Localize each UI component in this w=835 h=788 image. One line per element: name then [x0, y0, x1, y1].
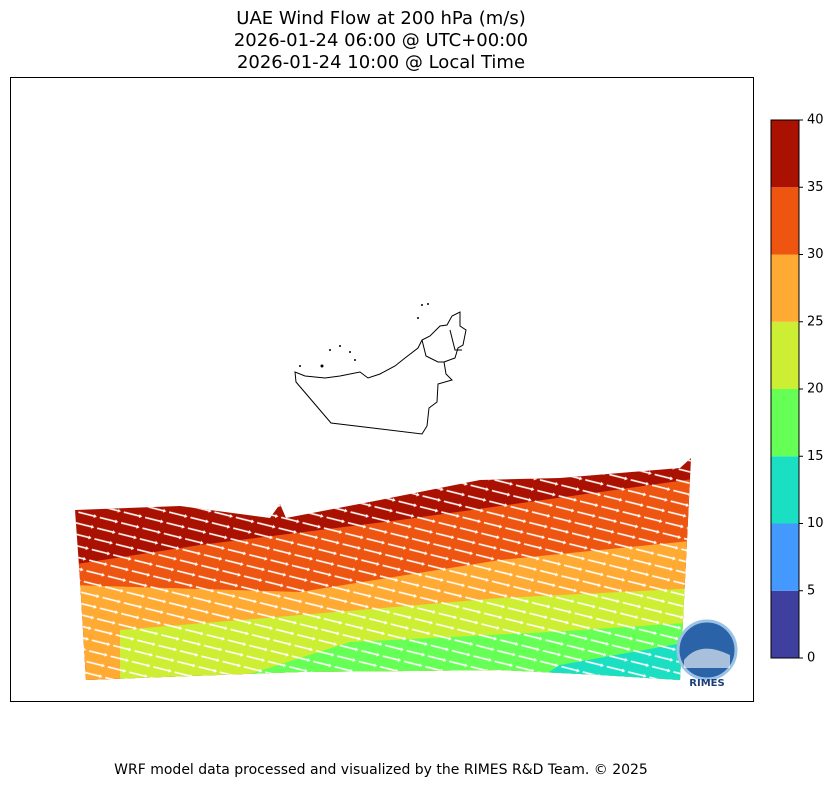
colorbar-segment: [771, 523, 799, 591]
islands: [299, 303, 429, 368]
colorbar-segment: [771, 389, 799, 457]
title-line: UAE Wind Flow at 200 hPa (m/s): [236, 8, 525, 29]
colorbar-segment: [771, 456, 799, 524]
colorbar-segment: [771, 590, 799, 658]
title-line: 2026-01-24 10:00 @ Local Time: [237, 52, 525, 73]
colorbar-segment: [771, 187, 799, 255]
colorbar-tick-label: 15: [807, 449, 824, 464]
footer: WRF model data processed and visualized …: [114, 762, 648, 778]
colorbar: 0 5 10 15 20 25 30 35 40: [770, 113, 824, 666]
colorbar-tick-label: 40: [807, 113, 824, 128]
title-line: 2026-01-24 06:00 @ UTC+00:00: [234, 30, 528, 51]
logo-text: RIMES: [689, 678, 724, 689]
logo: RIMES: [676, 619, 738, 689]
uae-outline: [294, 311, 467, 435]
colorbar-tick-label: 30: [807, 247, 824, 262]
colorbar-segment: [771, 254, 799, 322]
colorbar-segment: [771, 120, 799, 188]
colorbar-tick-label: 10: [807, 516, 824, 531]
colorbar-segment: [771, 321, 799, 389]
colorbar-tick-label: 5: [807, 583, 815, 598]
colorbar-tick-label: 0: [807, 651, 815, 666]
colorbar-tick-label: 20: [807, 382, 824, 397]
colorbar-tick-label: 25: [807, 314, 824, 329]
colorbar-tick-label: 35: [807, 180, 824, 195]
